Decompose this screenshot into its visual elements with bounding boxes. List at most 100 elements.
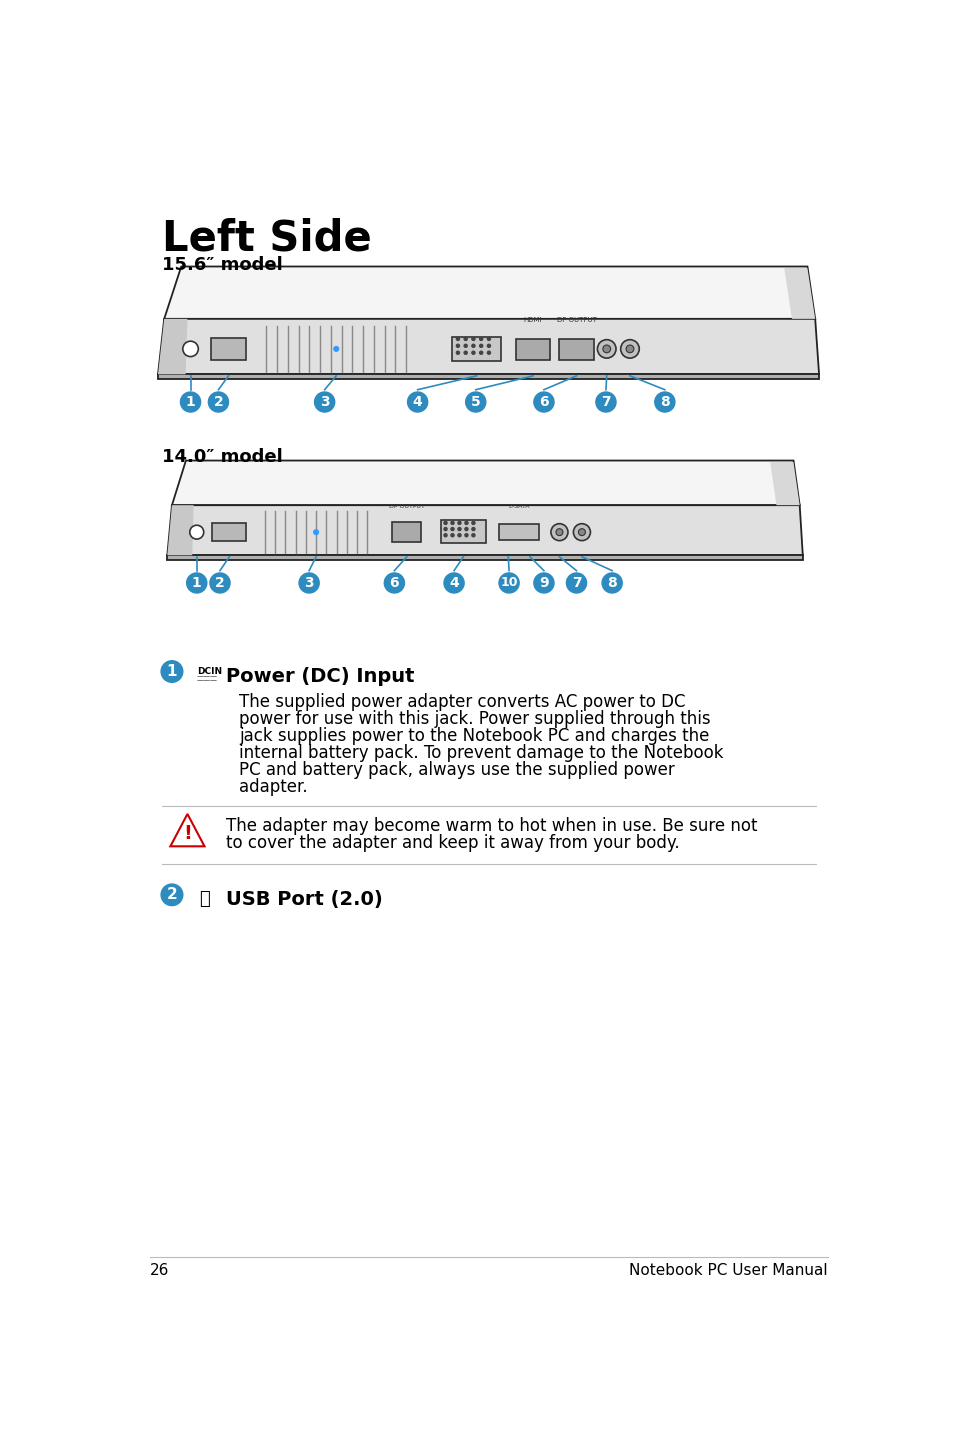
Text: ———: ——— — [196, 673, 217, 679]
Circle shape — [654, 393, 674, 413]
Circle shape — [456, 351, 459, 354]
Circle shape — [472, 338, 475, 341]
Circle shape — [451, 528, 454, 531]
Circle shape — [597, 339, 616, 358]
Circle shape — [464, 338, 467, 341]
FancyBboxPatch shape — [558, 339, 593, 360]
Text: Notebook PC User Manual: Notebook PC User Manual — [628, 1263, 827, 1278]
Circle shape — [556, 529, 562, 535]
Text: 2: 2 — [213, 395, 223, 408]
Circle shape — [187, 572, 207, 592]
Text: 8: 8 — [659, 395, 669, 408]
Circle shape — [208, 393, 229, 413]
Text: 2: 2 — [167, 887, 177, 902]
Circle shape — [620, 339, 639, 358]
Circle shape — [465, 393, 485, 413]
Text: 4: 4 — [413, 395, 422, 408]
Text: !: ! — [183, 824, 192, 844]
Polygon shape — [158, 319, 819, 374]
Text: HDMI: HDMI — [523, 318, 542, 324]
Circle shape — [566, 572, 586, 592]
Text: 7: 7 — [571, 577, 580, 590]
Circle shape — [443, 522, 447, 525]
FancyBboxPatch shape — [211, 338, 246, 360]
Circle shape — [298, 572, 319, 592]
Text: DP OUTPUT: DP OUTPUT — [556, 318, 596, 324]
Text: 4: 4 — [449, 577, 458, 590]
Circle shape — [161, 884, 183, 906]
Polygon shape — [158, 374, 819, 380]
Circle shape — [464, 344, 467, 348]
Text: 7: 7 — [600, 395, 610, 408]
Circle shape — [443, 528, 447, 531]
Circle shape — [190, 525, 204, 539]
Circle shape — [596, 393, 616, 413]
FancyBboxPatch shape — [452, 336, 500, 361]
Circle shape — [456, 338, 459, 341]
Circle shape — [487, 344, 490, 348]
Circle shape — [534, 393, 554, 413]
Circle shape — [472, 351, 475, 354]
Text: 14.0″ model: 14.0″ model — [162, 449, 282, 466]
Circle shape — [479, 338, 482, 341]
Circle shape — [443, 572, 464, 592]
Circle shape — [457, 522, 460, 525]
Circle shape — [451, 522, 454, 525]
Polygon shape — [167, 505, 193, 555]
Text: The supplied power adapter converts AC power to DC: The supplied power adapter converts AC p… — [239, 693, 685, 710]
FancyBboxPatch shape — [498, 525, 538, 539]
Text: 9: 9 — [538, 577, 548, 590]
Circle shape — [456, 344, 459, 348]
FancyBboxPatch shape — [212, 523, 246, 541]
Circle shape — [601, 572, 621, 592]
Circle shape — [472, 528, 475, 531]
Text: E-SATA: E-SATA — [508, 505, 529, 509]
Circle shape — [472, 522, 475, 525]
Text: adapter.: adapter. — [239, 778, 308, 795]
Circle shape — [457, 533, 460, 536]
Circle shape — [625, 345, 633, 352]
Circle shape — [479, 351, 482, 354]
Circle shape — [550, 523, 567, 541]
Circle shape — [464, 528, 468, 531]
Text: ⭌: ⭌ — [199, 890, 210, 909]
Text: 3: 3 — [319, 395, 329, 408]
Circle shape — [161, 660, 183, 682]
Polygon shape — [783, 267, 815, 319]
Circle shape — [464, 533, 468, 536]
Polygon shape — [158, 319, 187, 374]
Circle shape — [443, 533, 447, 536]
Polygon shape — [769, 462, 799, 505]
Polygon shape — [164, 266, 815, 319]
Polygon shape — [167, 555, 802, 559]
Circle shape — [498, 572, 518, 592]
Circle shape — [210, 572, 230, 592]
Circle shape — [457, 528, 460, 531]
Text: Power (DC) Input: Power (DC) Input — [226, 667, 415, 686]
Text: DCIN: DCIN — [196, 667, 222, 676]
Text: 5: 5 — [471, 395, 480, 408]
Text: 1: 1 — [167, 664, 177, 679]
Polygon shape — [172, 460, 799, 505]
Circle shape — [578, 529, 585, 535]
Text: PC and battery pack, always use the supplied power: PC and battery pack, always use the supp… — [239, 761, 675, 779]
Text: jack supplies power to the Notebook PC and charges the: jack supplies power to the Notebook PC a… — [239, 728, 709, 745]
Text: 8: 8 — [607, 577, 617, 590]
Polygon shape — [167, 505, 802, 555]
Text: 3: 3 — [304, 577, 314, 590]
Text: 6: 6 — [538, 395, 548, 408]
Circle shape — [407, 393, 427, 413]
Text: DP OUTPUT: DP OUTPUT — [389, 505, 424, 509]
Text: ———: ——— — [196, 677, 217, 683]
FancyBboxPatch shape — [392, 522, 421, 542]
Circle shape — [464, 351, 467, 354]
Circle shape — [479, 344, 482, 348]
Text: Left Side: Left Side — [162, 217, 372, 259]
Circle shape — [487, 338, 490, 341]
FancyBboxPatch shape — [516, 339, 550, 360]
Text: 15.6″ model: 15.6″ model — [162, 256, 282, 273]
Text: 1: 1 — [186, 395, 195, 408]
Circle shape — [534, 572, 554, 592]
Circle shape — [314, 529, 318, 535]
Text: 10: 10 — [499, 577, 517, 590]
